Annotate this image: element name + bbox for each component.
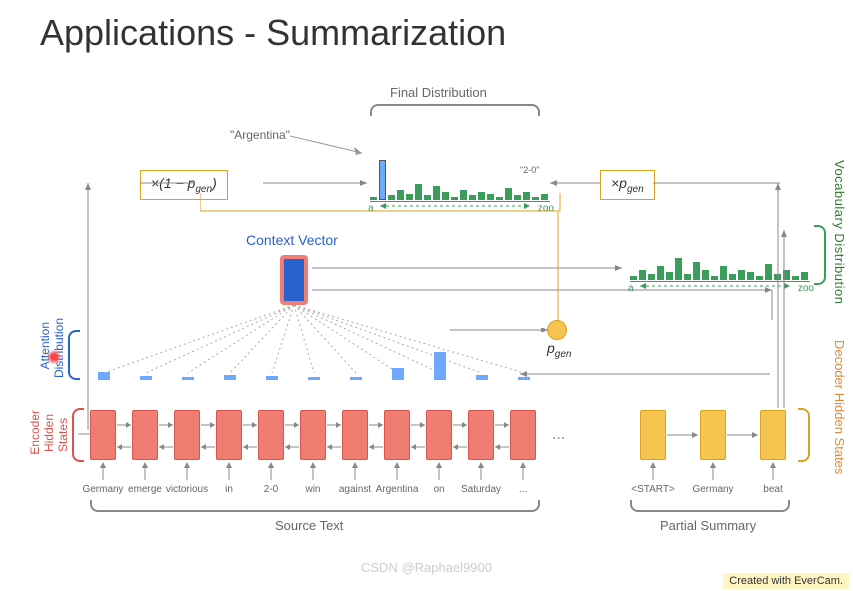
argentina-arrow — [290, 133, 370, 163]
attention-bar — [476, 375, 488, 380]
source-token: Argentina — [376, 484, 419, 495]
yellow-connector — [200, 193, 600, 223]
attention-dotted — [90, 305, 530, 375]
vocab-bar — [684, 274, 691, 280]
decoder-token: Germany — [692, 484, 733, 495]
decoder-arrows — [620, 430, 800, 440]
partial-summary-label: Partial Summary — [660, 518, 756, 533]
vocab-bar — [711, 276, 718, 280]
source-token: in — [225, 484, 233, 495]
pgen-node — [547, 320, 567, 340]
decoder-token: <START> — [631, 484, 675, 495]
vocab-bar — [693, 262, 700, 280]
summary-brace — [630, 500, 790, 512]
source-token: 2-0 — [264, 484, 278, 495]
vocab-bar — [729, 274, 736, 280]
evercam-badge: Created with EverCam. — [723, 573, 849, 589]
source-token: ... — [519, 484, 527, 495]
source-token: against — [339, 484, 371, 495]
attention-bar — [182, 377, 194, 380]
source-token: Saturday — [461, 484, 501, 495]
vocab-bar — [747, 272, 754, 280]
vocab-bar — [702, 270, 709, 280]
vocab-bar — [639, 270, 646, 280]
context-vector-label: Context Vector — [246, 232, 338, 248]
final-dist-brace — [370, 104, 540, 116]
context-vector-box — [280, 255, 308, 305]
vocab-bar — [792, 276, 799, 280]
final-dist-label: Final Distribution — [390, 85, 487, 100]
input-arrows — [90, 462, 810, 482]
hidden-label: Hidden — [42, 414, 56, 452]
distribution-label: Distribution — [52, 318, 66, 378]
vocab-bar — [801, 272, 808, 280]
vocab-brace — [814, 225, 826, 285]
watermark: CSDN @Raphael9900 — [361, 560, 492, 575]
left-vertical — [78, 180, 98, 440]
pointer-dot — [47, 350, 61, 364]
page-title: Applications - Summarization — [40, 12, 506, 54]
source-brace — [90, 500, 540, 512]
states-label: States — [56, 418, 70, 452]
vocab-bar — [657, 266, 664, 280]
vocab-bar — [666, 272, 673, 280]
encoder-dots: ... — [552, 426, 565, 444]
vocab-bar — [738, 270, 745, 280]
source-token: on — [433, 484, 444, 495]
decoder-hidden-label: Decoder Hidden States — [832, 340, 847, 474]
encoder-label: Encoder — [28, 410, 42, 455]
vocab-bar — [720, 266, 727, 280]
vocab-bar — [630, 276, 637, 280]
vocab-bar — [675, 258, 682, 280]
argentina-label: "Argentina" — [230, 128, 290, 142]
vocab-dist-label: Vocabulary Distribution — [832, 160, 847, 304]
attention-bar — [224, 375, 236, 380]
attention-bar — [308, 377, 320, 380]
vocab-bar — [648, 274, 655, 280]
two-zero-label: "2-0" — [520, 165, 539, 175]
source-token: Germany — [82, 484, 123, 495]
encoder-arrows — [90, 415, 550, 460]
attention-bar — [140, 376, 152, 380]
vocab-a: a — [628, 283, 634, 294]
enc-to-dec — [520, 370, 780, 415]
source-text-label: Source Text — [275, 518, 343, 533]
pgen-up — [556, 212, 560, 322]
left-stub — [78, 430, 92, 438]
source-token: emerge — [128, 484, 162, 495]
vocab-zoo: zoo — [798, 283, 814, 294]
pgen-label: pgen — [547, 340, 571, 360]
source-token: victorious — [166, 484, 208, 495]
source-token: win — [305, 484, 320, 495]
decoder-token: beat — [763, 484, 782, 495]
attention-bar — [266, 376, 278, 380]
vocab-bar — [756, 276, 763, 280]
attention-bar — [350, 377, 362, 380]
